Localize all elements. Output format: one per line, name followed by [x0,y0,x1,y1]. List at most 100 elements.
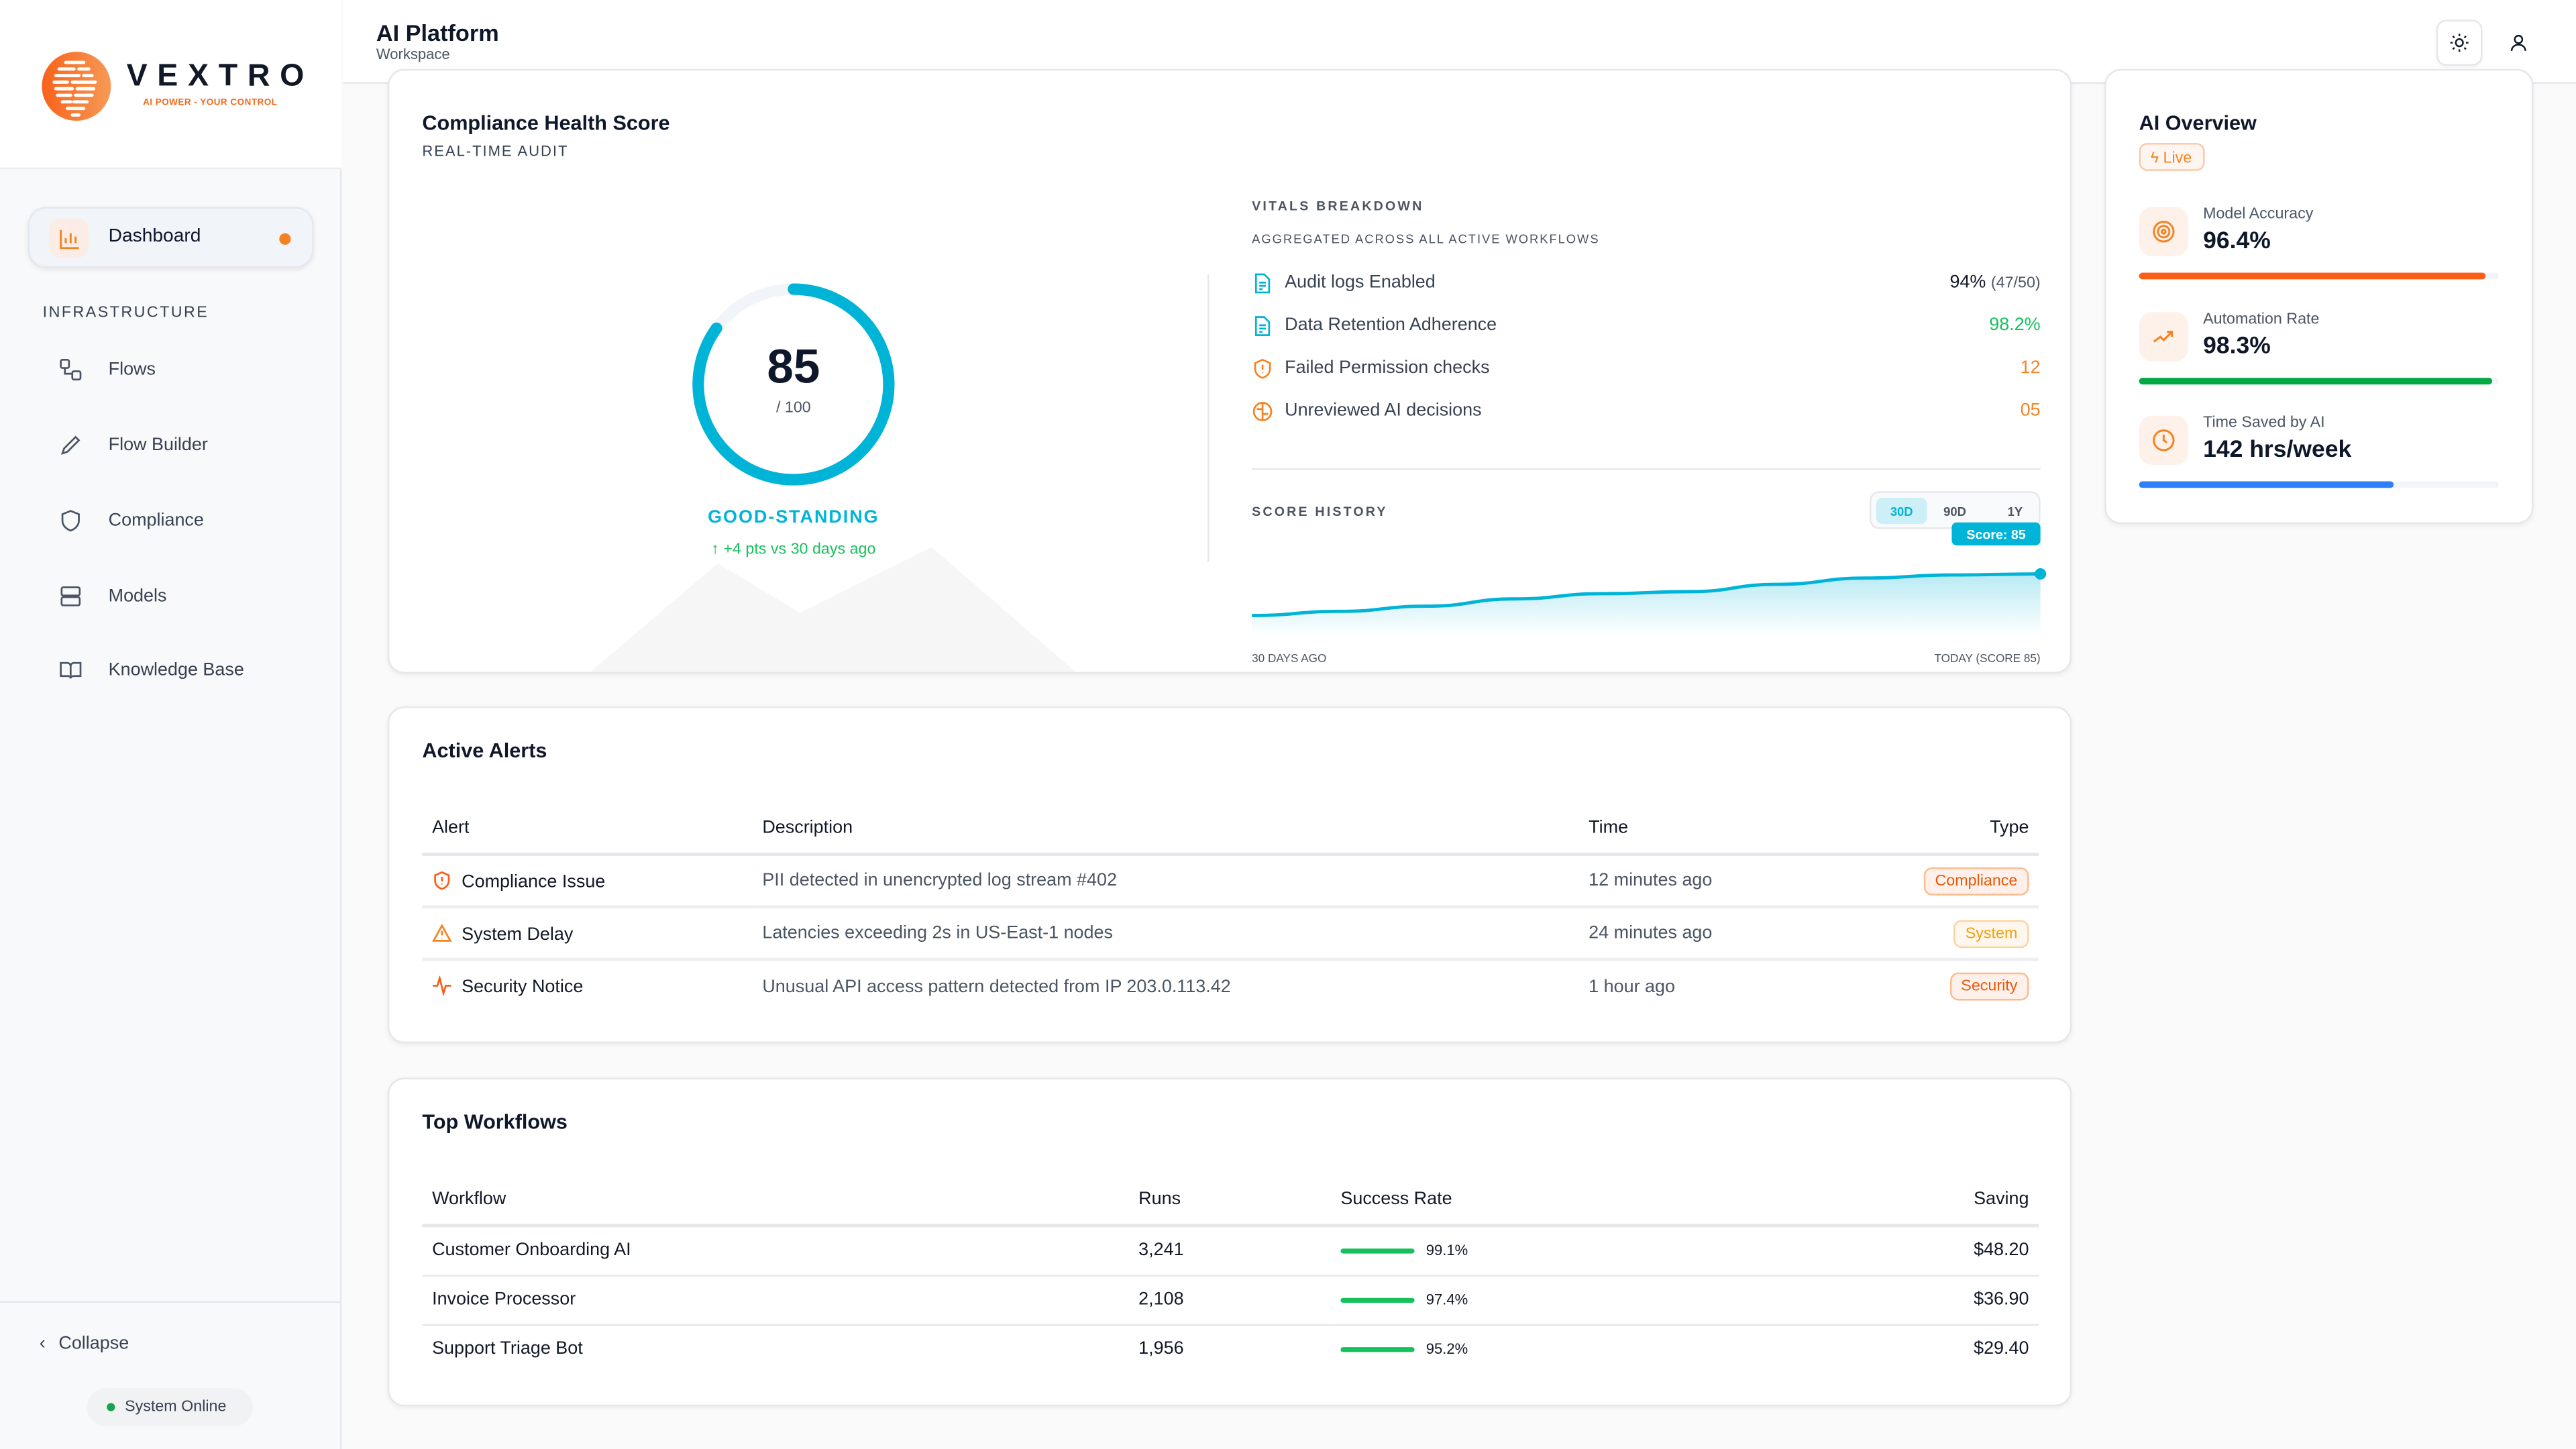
workflow-success-rate: 95.2% [1331,1324,1800,1373]
score-history-title: SCORE HISTORY [1252,504,1388,519]
activity-icon [433,974,451,997]
chevron-left-icon: ‹ [39,1334,46,1354]
shield-alert-icon [434,870,450,890]
vital-row-failed-permissions: Failed Permission checks 12 [1252,356,2041,382]
section-divider [1252,468,2041,470]
column-header-success-rate: Success Rate [1330,1173,1800,1228]
success-rate-text: 97.4% [1426,1291,1468,1308]
sidebar-item-flows[interactable]: Flows [43,347,322,396]
progress-fill [2139,378,2493,385]
ai-overview-card: AI Overview ϟ Live Model Accuracy 96.4% … [2104,68,2534,525]
sidebar-item-label: Flow Builder [108,435,208,455]
score-history-chart [1252,568,2047,636]
active-alerts-card: Active Alerts Alert Description Time Typ… [387,706,2072,1044]
target-icon [2139,207,2189,257]
alert-description: PII detected in unencrypted log stream #… [752,854,1579,909]
workflow-name: Customer Onboarding AI [422,1225,1129,1276]
success-bar [1340,1248,1415,1253]
sidebar-item-compliance[interactable]: Compliance [43,498,322,547]
history-line [1252,572,2041,618]
score-max: / 100 [775,399,811,418]
arrow-up-icon: ↑ [711,540,724,559]
bar-chart-icon [49,218,89,258]
vital-value: 98.2% [1989,315,2041,335]
vital-value-main: 94% [1949,272,1986,292]
vital-row-unreviewed-ai: Unreviewed AI decisions 05 [1252,399,2041,425]
active-indicator-dot [279,233,291,245]
range-1y-button[interactable]: 1Y [2007,504,2023,519]
card-subtitle: REAL-TIME AUDIT [422,143,569,160]
chart-end-label: TODAY (SCORE 85) [1934,653,2041,665]
theme-toggle-button[interactable] [2436,19,2483,66]
top-workflows-card: Top Workflows Workflow Runs Success Rate… [387,1077,2072,1407]
table-row[interactable]: System Delay Latencies exceeding 2s in U… [422,906,2039,961]
range-90d-button[interactable]: 90D [1943,504,1966,519]
sidebar: VEXTRO AI POWER - YOUR CONTROL Dashboard… [0,0,342,1449]
card-title: Compliance Health Score [422,111,670,135]
sidebar-divider [0,1301,342,1303]
success-rate-text: 95.2% [1426,1340,1468,1358]
alert-name: Security Notice [422,959,752,1012]
score-value: 85 [767,341,820,394]
server-icon [60,586,81,606]
sidebar-item-label: Compliance [108,511,204,531]
vital-label: Data Retention Adherence [1285,315,1497,335]
success-rate-text: 99.1% [1426,1242,1468,1259]
metric-value: 142 hrs/week [2203,437,2352,464]
table-row[interactable]: Security Notice Unusual API access patte… [422,959,2039,1012]
range-30d-button[interactable]: 30D [1876,498,1927,525]
success-bar [1340,1346,1415,1352]
vertical-divider [1208,274,1210,562]
standing-label: GOOD-STANDING [708,507,879,528]
metric-progress-bar [2139,272,2499,280]
flows-icon [60,358,82,381]
workflow-success-rate: 97.4% [1330,1275,1800,1326]
sidebar-item-models[interactable]: Models [43,574,322,623]
table-row[interactable]: Compliance Issue PII detected in unencry… [422,854,2039,909]
pencil-icon [60,435,80,455]
alert-name: System Delay [422,906,753,961]
system-status-pill: System Online [87,1388,254,1426]
table-row[interactable]: Customer Onboarding AI 3,241 99.1% $48.2… [422,1225,2039,1276]
alerts-table: Alert Description Time Type Compliance I… [422,802,2039,1012]
column-header-type: Type [1824,802,2039,856]
lightning-icon: ϟ [2150,149,2163,168]
sidebar-item-dashboard[interactable]: Dashboard [28,207,314,268]
shield-icon [61,510,80,532]
alert-time: 12 minutes ago [1578,854,1825,909]
metric-value: 96.4% [2203,228,2271,255]
logo-area: VEXTRO AI POWER - YOUR CONTROL [0,0,342,170]
metric-value: 98.3% [2203,333,2271,360]
alert-time: 1 hour ago [1589,976,1676,997]
brand-tagline: AI POWER - YOUR CONTROL [143,98,278,109]
sidebar-item-flow-builder[interactable]: Flow Builder [43,422,322,471]
collapse-button[interactable]: ‹ Collapse [40,1334,129,1354]
sidebar-item-knowledge-base[interactable]: Knowledge Base [43,647,322,696]
sun-icon [2450,34,2469,52]
metric-progress-bar [2139,481,2499,488]
type-badge: Security [1949,972,2029,1001]
chart-start-label: 30 DAYS AGO [1252,653,1327,665]
vital-row-data-retention: Data Retention Adherence 98.2% [1252,314,2041,340]
alert-type-cell: System [1824,906,2039,961]
vital-row-audit-logs: Audit logs Enabled 94% (47/50) [1252,271,2041,297]
brain-icon [1252,402,1273,421]
document-icon [1254,273,1271,294]
metric-label: Model Accuracy [2203,205,2314,224]
workflow-saving: $36.90 [1799,1275,2039,1326]
sidebar-item-label: Knowledge Base [108,660,244,680]
user-menu-button[interactable] [2496,19,2542,66]
metric-progress-bar [2139,378,2499,385]
table-row[interactable]: Support Triage Bot 1,956 95.2% $29.40 [422,1324,2039,1373]
section-heading-infrastructure: INFRASTRUCTURE [42,304,209,323]
history-area [1252,574,2041,636]
workflow-runs: 3,241 [1128,1225,1331,1276]
column-header-runs: Runs [1128,1173,1331,1228]
type-badge: Compliance [1923,866,2029,895]
table-row[interactable]: Invoice Processor 2,108 97.4% $36.90 [422,1275,2039,1326]
vitals-subtitle: AGGREGATED ACROSS ALL ACTIVE WORKFLOWS [1252,231,1600,247]
vital-label: Failed Permission checks [1285,358,1490,378]
delta-text: +4 pts vs 30 days ago [723,540,876,559]
clock-icon [2139,415,2189,466]
